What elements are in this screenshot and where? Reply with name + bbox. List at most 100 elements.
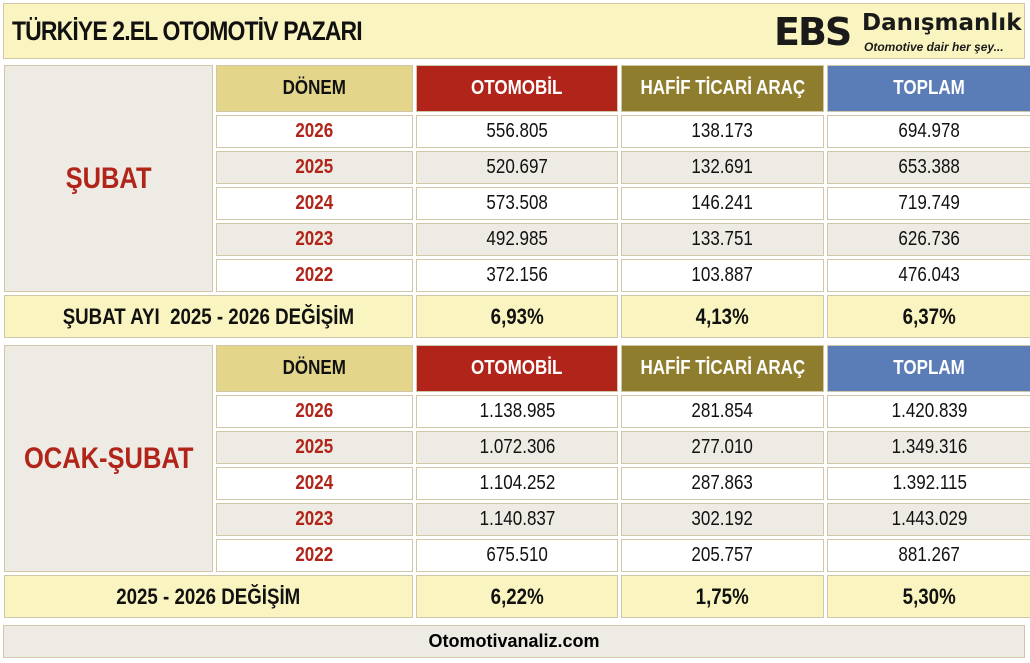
year-cell: 2023 — [216, 503, 413, 536]
table-row: 2025 1.072.306 277.010 1.349.316 — [4, 431, 1030, 464]
otomobil-cell: 1.072.306 — [416, 431, 618, 464]
cell-text: OTOMOBİL — [471, 77, 563, 99]
cell-text: 1.138.985 — [479, 400, 555, 422]
hafif-ticari-cell: 277.010 — [621, 431, 824, 464]
cell-text: ŞUBAT AYI 2025 - 2026 DEĞİŞİM — [62, 303, 355, 329]
section-label: ŞUBAT — [4, 65, 213, 292]
year-cell: 2022 — [216, 539, 413, 572]
change-label: ŞUBAT AYI 2025 - 2026 DEĞİŞİM — [4, 295, 413, 338]
otomobil-cell: 556.805 — [416, 115, 618, 148]
cell-text: 2023 — [295, 508, 334, 530]
otomobil-cell: 1.104.252 — [416, 467, 618, 500]
change-row: ŞUBAT AYI 2025 - 2026 DEĞİŞİM 6,93% 4,13… — [4, 295, 1030, 338]
header-toplam: TOPLAM — [827, 345, 1030, 392]
footer-source: Otomotivanaliz.com — [3, 625, 1025, 658]
cell-text: 6,22% — [490, 583, 544, 609]
otomobil-cell: 1.140.837 — [416, 503, 618, 536]
cell-text: 1,75% — [695, 583, 750, 609]
title-bar: TÜRKİYE 2.EL OTOMOTİV PAZARI EBS Danışma… — [3, 3, 1025, 59]
change-otomobil: 6,22% — [416, 575, 618, 618]
year-cell: 2026 — [216, 395, 413, 428]
hafif-ticari-cell: 133.751 — [621, 223, 824, 256]
section-label: OCAK-ŞUBAT — [4, 345, 213, 572]
cell-text: 6,93% — [490, 303, 544, 329]
cell-text: 881.267 — [898, 544, 961, 566]
otomobil-cell: 1.138.985 — [416, 395, 618, 428]
hafif-ticari-cell: 205.757 — [621, 539, 824, 572]
table-row: 2026 1.138.985 281.854 1.420.839 — [4, 395, 1030, 428]
header-row: OCAK-ŞUBAT DÖNEM OTOMOBİL HAFİF TİCARİ A… — [4, 345, 1030, 572]
otomobil-cell: 573.508 — [416, 187, 618, 220]
hafif-ticari-cell: 287.863 — [621, 467, 824, 500]
cell-text: 277.010 — [691, 436, 754, 458]
cell-text: 556.805 — [486, 120, 548, 142]
cell-text: 287.863 — [691, 472, 754, 494]
cell-text: 2022 — [295, 264, 334, 286]
cell-text: TOPLAM — [893, 77, 966, 99]
cell-text: 2025 - 2026 DEĞİŞİM — [116, 583, 301, 609]
year-cell: 2024 — [216, 467, 413, 500]
table-row: 2025 520.697 132.691 653.388 — [4, 151, 1030, 184]
cell-text: 1.443.029 — [891, 508, 968, 530]
change-label: 2025 - 2026 DEĞİŞİM — [4, 575, 413, 618]
cell-text: DÖNEM — [282, 77, 347, 99]
cell-text: 205.757 — [691, 544, 754, 566]
otomobil-cell: 675.510 — [416, 539, 618, 572]
cell-text: 2025 — [295, 436, 334, 458]
cell-text: OTOMOBİL — [471, 357, 563, 379]
header-row: ŞUBAT DÖNEM OTOMOBİL HAFİF TİCARİ ARAÇ T… — [4, 65, 1030, 292]
toplam-cell: 1.392.115 — [827, 467, 1030, 500]
cell-text: 2023 — [295, 228, 334, 250]
toplam-cell: 653.388 — [827, 151, 1030, 184]
cell-text: HAFİF TİCARİ ARAÇ — [640, 77, 805, 99]
logo-tagline: Otomotive dair her şey... — [864, 40, 1004, 54]
table-row: 2023 1.140.837 302.192 1.443.029 — [4, 503, 1030, 536]
cell-text: 675.510 — [486, 544, 548, 566]
hafif-ticari-cell: 302.192 — [621, 503, 824, 536]
cell-text: 2024 — [295, 192, 334, 214]
toplam-cell: 626.736 — [827, 223, 1030, 256]
cell-text: 1.140.837 — [479, 508, 555, 530]
toplam-cell: 881.267 — [827, 539, 1030, 572]
change-toplam: 5,30% — [827, 575, 1030, 618]
table-row: 2022 372.156 103.887 476.043 — [4, 259, 1030, 292]
cell-text: 2025 — [295, 156, 334, 178]
year-cell: 2022 — [216, 259, 413, 292]
header-donem: DÖNEM — [216, 65, 413, 112]
cell-text: OCAK-ŞUBAT — [23, 441, 194, 475]
cell-text: 302.192 — [691, 508, 754, 530]
table-row: 2024 573.508 146.241 719.749 — [4, 187, 1030, 220]
year-cell: 2023 — [216, 223, 413, 256]
otomobil-cell: 372.156 — [416, 259, 618, 292]
header-otomobil: OTOMOBİL — [416, 345, 618, 392]
change-otomobil: 6,93% — [416, 295, 618, 338]
cell-text: 2026 — [295, 400, 334, 422]
cell-text: 492.985 — [486, 228, 548, 250]
ebs-logo: EBS Danışmanlık Otomotive dair her şey..… — [774, 10, 1021, 56]
table-row: 2023 492.985 133.751 626.736 — [4, 223, 1030, 256]
cell-text: 281.854 — [691, 400, 754, 422]
hafif-ticari-cell: 146.241 — [621, 187, 824, 220]
table-row: 2024 1.104.252 287.863 1.392.115 — [4, 467, 1030, 500]
cell-text: 626.736 — [898, 228, 961, 250]
header-otomobil: OTOMOBİL — [416, 65, 618, 112]
year-cell: 2025 — [216, 431, 413, 464]
cell-text: 694.978 — [898, 120, 961, 142]
cell-text: 5,30% — [902, 583, 957, 609]
cell-text: 1.420.839 — [891, 400, 968, 422]
otomobil-cell: 492.985 — [416, 223, 618, 256]
cell-text: 372.156 — [486, 264, 548, 286]
hafif-ticari-cell: 281.854 — [621, 395, 824, 428]
cell-text: 653.388 — [898, 156, 961, 178]
cell-text: DÖNEM — [282, 357, 347, 379]
cell-text: 146.241 — [691, 192, 754, 214]
cell-text: ŞUBAT — [65, 161, 152, 195]
cell-text: 520.697 — [486, 156, 548, 178]
logo-brand: EBS — [774, 10, 852, 54]
hafif-ticari-cell: 138.173 — [621, 115, 824, 148]
year-cell: 2026 — [216, 115, 413, 148]
hafif-ticari-cell: 103.887 — [621, 259, 824, 292]
header-donem: DÖNEM — [216, 345, 413, 392]
change-row: 2025 - 2026 DEĞİŞİM 6,22% 1,75% 5,30% — [4, 575, 1030, 618]
